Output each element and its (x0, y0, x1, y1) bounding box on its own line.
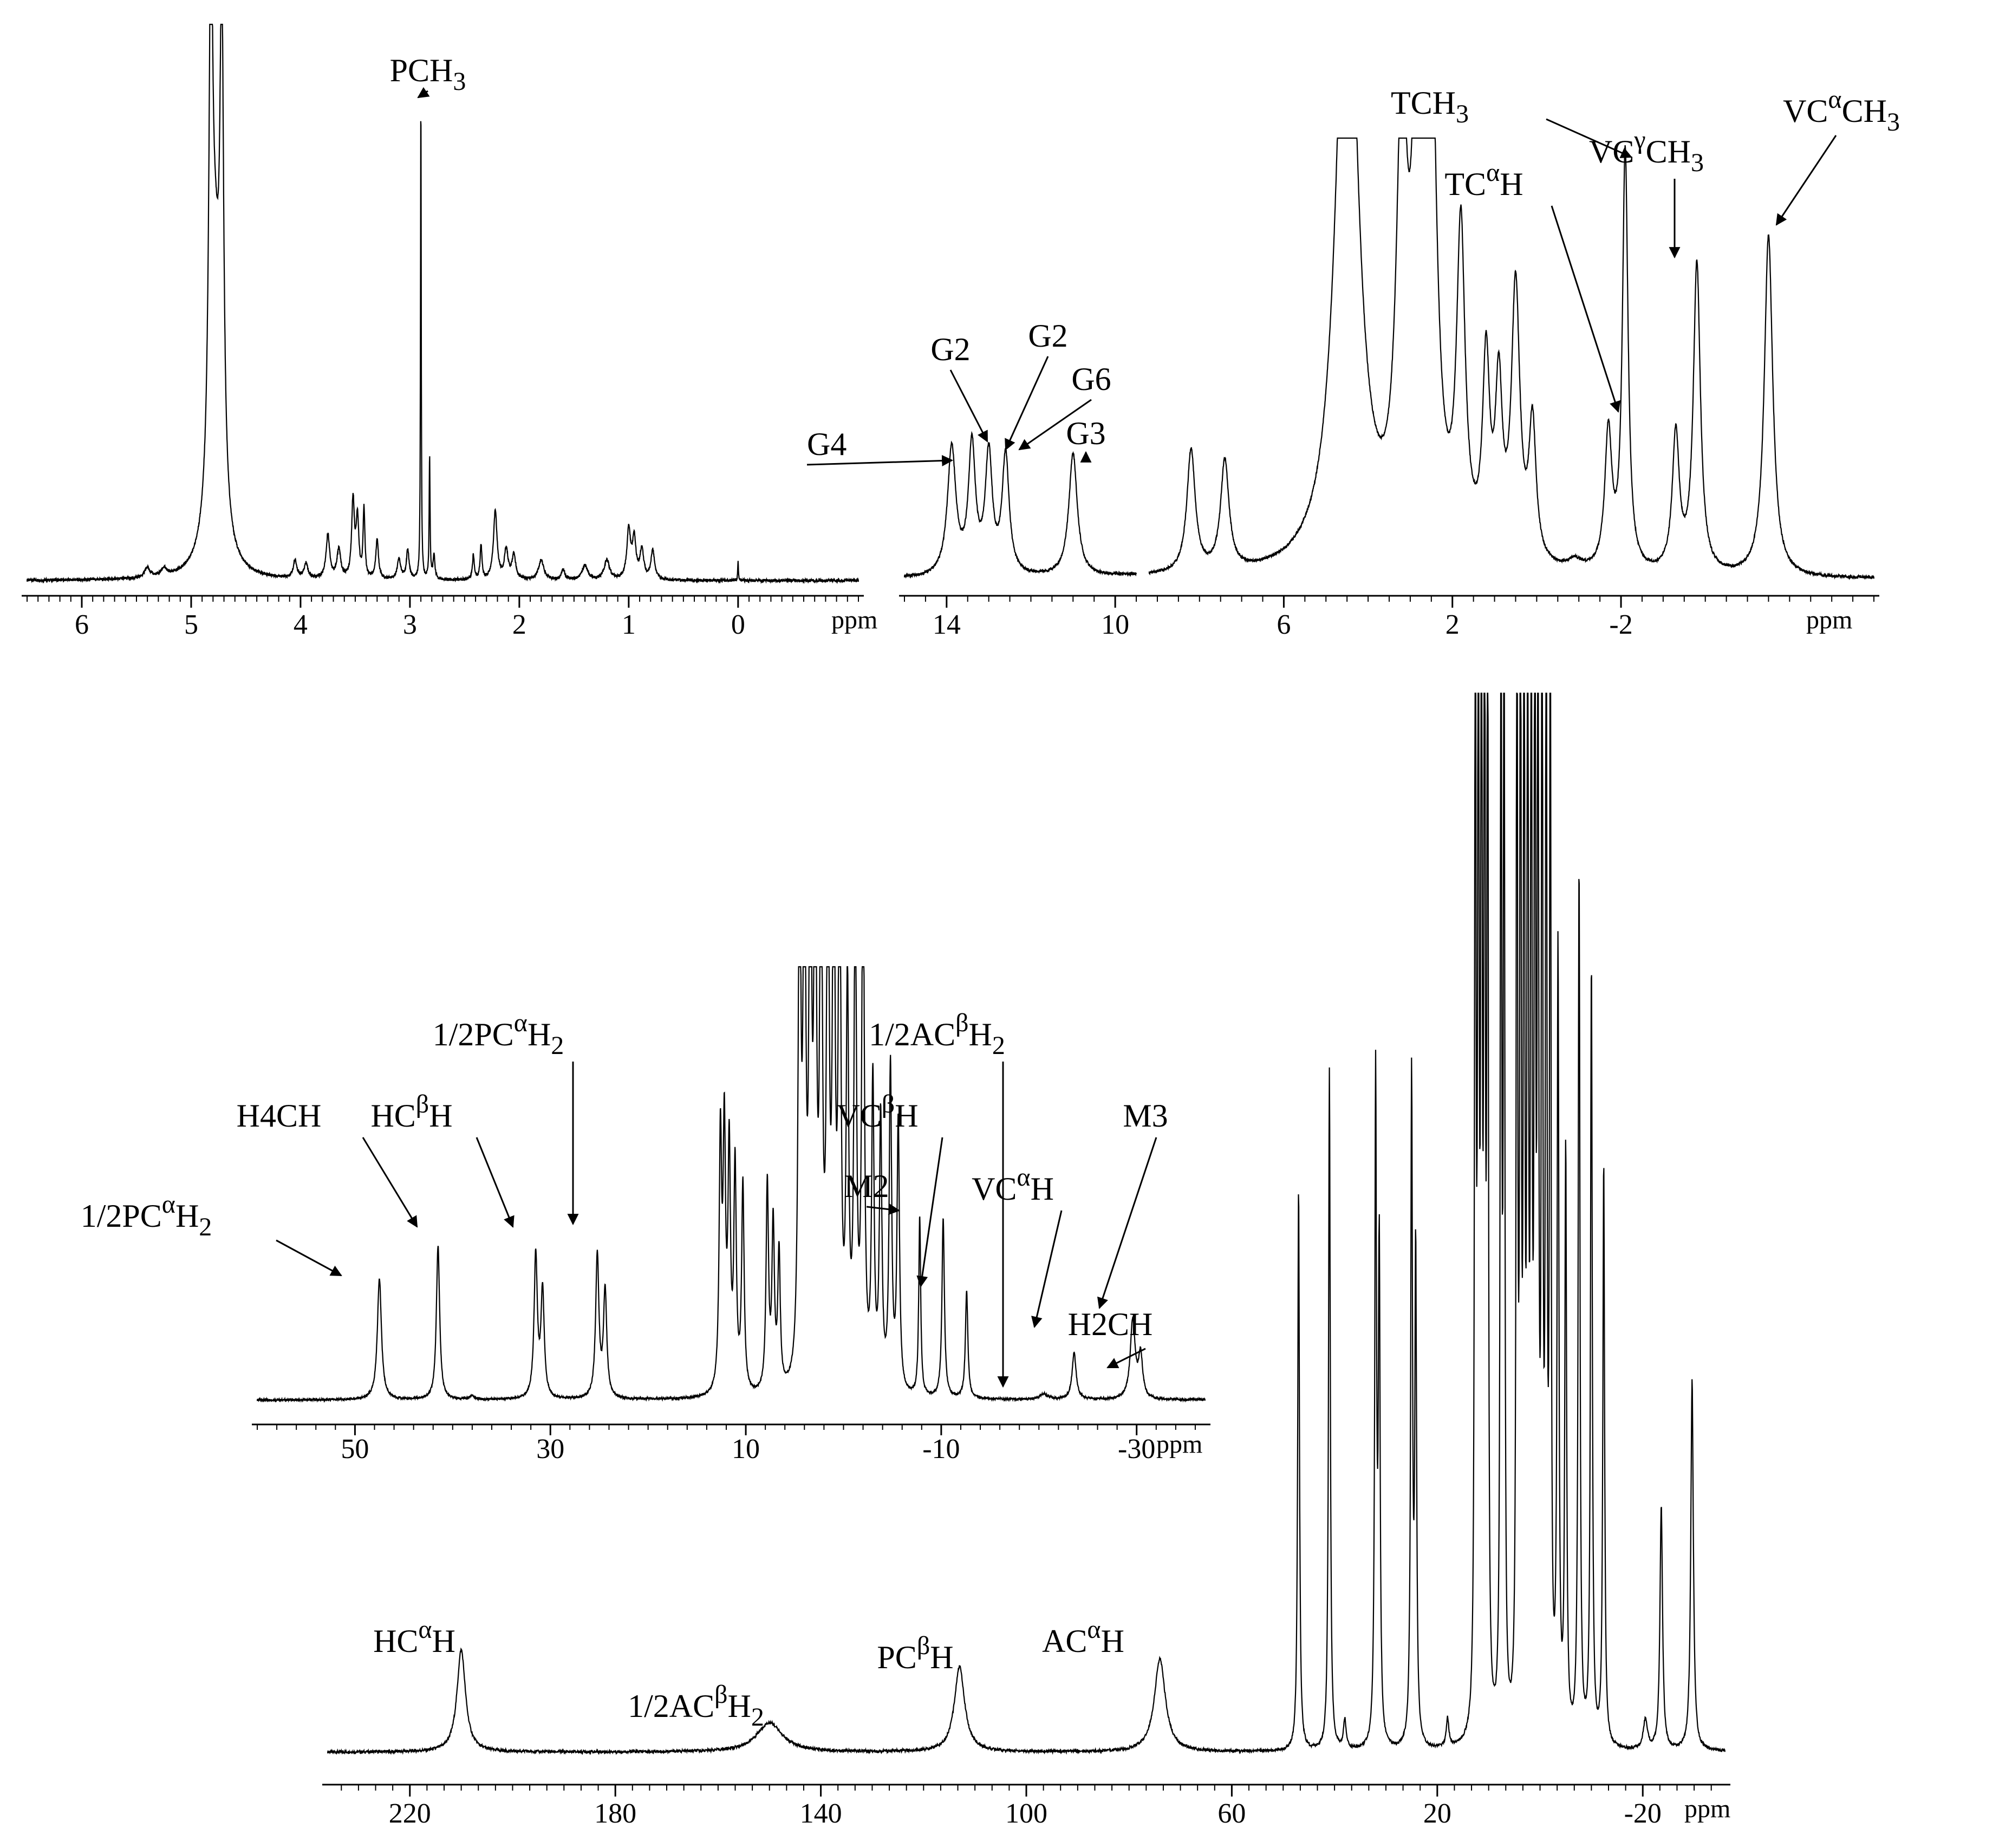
x-tick-label-d: 100 (1005, 1798, 1047, 1829)
peak-arrow-pcah2a (276, 1239, 342, 1277)
peak-label-g4: G4 (807, 426, 847, 462)
spectrum-trace-d (327, 692, 1726, 1755)
spectrum-panel-d: 220 180 140 100 60 20 -20 ppm HCαH 1/2ACβH2 PCβH AC… (322, 692, 1730, 1829)
peak-label-hcbh: HCβH (370, 1090, 452, 1134)
peak-label-g2a: G2 (930, 331, 970, 367)
peak-arrow-g4 (806, 455, 954, 467)
peak-arrow-g6 (1018, 399, 1092, 451)
x-unit-label-a: ppm (831, 606, 877, 634)
x-tick-label-c: 50 (341, 1434, 369, 1465)
peak-arrow-vcach3 (1775, 135, 1837, 226)
x-tick-label-d: 20 (1423, 1798, 1451, 1829)
x-tick-label-c: -10 (922, 1434, 960, 1465)
peak-label-vcgch3: VCγCH3 (1589, 126, 1704, 177)
peak-label-acbh2: 1/2ACβH2 (869, 1008, 1005, 1060)
peak-arrow-pch3 (417, 87, 430, 99)
peak-label-m3: M3 (1123, 1098, 1168, 1134)
x-unit-label-d: ppm (1684, 1794, 1730, 1823)
peak-label-tcah: TCαH (1444, 158, 1523, 202)
x-tick-label-d: 140 (800, 1798, 842, 1829)
spectrum-panel-c: 50 30 10 -10 -30 ppm 1/2PCαH2 H4CH HCβH 1/2PCαH2 M… (81, 966, 1210, 1465)
peak-label-h4ch: H4CH (237, 1098, 322, 1134)
peak-label-hcah: HCαH (373, 1615, 455, 1659)
x-tick-label-c: 10 (732, 1434, 760, 1465)
peak-label-g6: G6 (1071, 361, 1111, 397)
peak-arrow-vcah (1031, 1210, 1063, 1329)
peak-label-h2ch: H2CH (1068, 1306, 1153, 1342)
x-tick-label-a: 0 (731, 609, 745, 640)
peak-label-vcbh: VCβH (836, 1090, 918, 1134)
peak-arrow-m3 (1097, 1137, 1157, 1309)
spectrum-panel-a: 6 5 4 3 2 1 0 ppm PCH3 (22, 23, 877, 640)
x-tick-label-a: 3 (403, 609, 417, 640)
peak-arrow-tcah (1551, 205, 1621, 413)
x-tick-label-b: 6 (1277, 609, 1291, 640)
x-tick-label-a: 6 (75, 609, 89, 640)
x-tick-label-c: 30 (536, 1434, 564, 1465)
peak-arrow-hcbh (476, 1137, 515, 1228)
x-tick-label-a: 1 (622, 609, 636, 640)
peak-label-vcah: VCαH (972, 1163, 1054, 1207)
peak-label-acbh2d: 1/2ACβH2 (628, 1680, 764, 1732)
x-tick-label-b: 2 (1445, 609, 1460, 640)
x-tick-label-a: 5 (184, 609, 198, 640)
x-tick-label-a: 4 (294, 609, 308, 640)
peak-arrow-tch3 (1546, 118, 1632, 158)
peak-arrow-g2a (949, 369, 988, 443)
peak-label-pch3: PCH3 (390, 53, 466, 96)
spectrum-trace-a (26, 23, 860, 584)
x-unit-label-c: ppm (1156, 1430, 1202, 1459)
x-tick-label-c: -30 (1118, 1434, 1155, 1465)
x-tick-label-b: 14 (933, 609, 961, 640)
spectrum-trace-c (256, 966, 1206, 1403)
peak-label-pcah2b: 1/2PCαH2 (433, 1008, 564, 1060)
peak-label-g3: G3 (1066, 415, 1105, 451)
peak-label-tch3: TCH3 (1391, 85, 1469, 128)
peak-label-pcah2a: 1/2PCαH2 (81, 1190, 212, 1241)
x-tick-label-d: 180 (594, 1798, 636, 1829)
peak-label-g2b: G2 (1028, 318, 1067, 354)
x-tick-label-b: -2 (1609, 609, 1632, 640)
spectrum-trace-b (903, 137, 1875, 581)
x-tick-label-b: 10 (1101, 609, 1129, 640)
peak-arrow-vcbh (916, 1137, 943, 1288)
peak-label-vcach3: VCαCH3 (1783, 85, 1900, 136)
peak-arrow-h2ch (1106, 1348, 1146, 1369)
peak-arrow-m2 (866, 1203, 901, 1215)
peak-label-pcbh: PCβH (877, 1631, 953, 1675)
peak-arrow-g2b (1005, 356, 1049, 451)
peak-label-m2: M2 (844, 1168, 889, 1204)
x-tick-label-a: 2 (512, 609, 526, 640)
peak-label-acah: ACαH (1042, 1615, 1124, 1659)
x-tick-label-d: 60 (1217, 1798, 1246, 1829)
x-tick-label-d: 220 (389, 1798, 431, 1829)
peak-arrow-h4ch (362, 1137, 418, 1228)
x-tick-label-d: -20 (1624, 1798, 1662, 1829)
x-unit-label-b: ppm (1806, 606, 1852, 634)
